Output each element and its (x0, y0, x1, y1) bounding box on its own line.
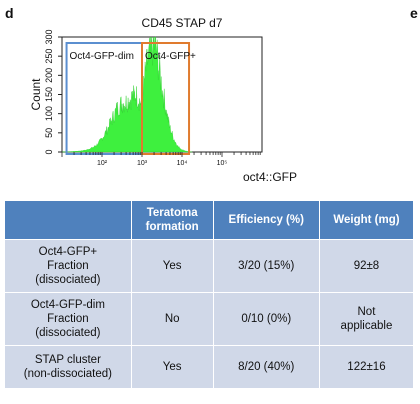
histogram-area (62, 36, 193, 153)
header-blank (4, 200, 132, 240)
y-tick-label: 200 (44, 68, 54, 83)
cell-text: Yes (162, 260, 182, 272)
cell-teratoma: Yes (130, 345, 214, 389)
cell-weight: Not applicable (318, 292, 415, 346)
y-tick-label: 300 (44, 29, 54, 44)
cell-text: applicable (340, 320, 393, 332)
y-tick-label: 0 (44, 149, 54, 154)
cell-weight: 92±8 (318, 239, 415, 293)
y-tick-label: 50 (44, 128, 54, 138)
cell-efficiency: 8/20 (40%) (212, 345, 320, 389)
y-axis-label: Count (29, 78, 43, 111)
teratoma-results-table: Teratoma formation Efficiency (%) Weight… (4, 200, 415, 389)
chart-title: CD45 STAP d7 (142, 16, 223, 30)
cell-text: 3/20 (15%) (238, 260, 295, 272)
header-efficiency: Efficiency (%) (212, 200, 320, 240)
cell-efficiency: 0/10 (0%) (212, 292, 320, 346)
x-tick-label: 10² (97, 160, 108, 167)
cell-text: Yes (162, 361, 182, 373)
table-row: STAP cluster (non-dissociated) Yes 8/20 (40… (4, 345, 415, 389)
gate-box-1 (141, 42, 191, 155)
cell-text: 0/10 (0%) (241, 313, 292, 325)
cell-text: Oct4-GFP+ (38, 246, 98, 258)
x-tick-label: 10⁴ (177, 160, 188, 167)
cell-text: Fraction (47, 313, 89, 325)
cell-text: 92±8 (353, 260, 380, 272)
cell-text: Not (357, 306, 376, 318)
cell-teratoma: No (130, 292, 214, 346)
y-tick-label: 150 (44, 87, 54, 102)
cell-text: Oct4-GFP-dim (30, 299, 105, 311)
table-row: Oct4-GFP-dim Fraction (dissociated) No 0/10 … (4, 292, 415, 346)
cell-efficiency: 3/20 (15%) (212, 239, 320, 293)
cell-text: (dissociated) (35, 274, 101, 286)
x-tick-label: 10⁵ (217, 160, 228, 167)
panel-label-e: e (410, 5, 418, 21)
header-weight: Weight (mg) (318, 200, 415, 240)
cell-text: Fraction (47, 260, 89, 272)
x-tick-label: 10³ (137, 160, 148, 167)
x-axis-label: oct4::GFP (243, 170, 297, 184)
panel-label-d: d (5, 5, 14, 21)
y-tick-label: 100 (44, 106, 54, 121)
table-row: Oct4-GFP+ Fraction (dissociated) Yes 3/20 (1… (4, 239, 415, 293)
table-header-row: Teratoma formation Efficiency (%) Weight… (4, 200, 415, 240)
header-teratoma-formation: Teratoma formation (130, 200, 214, 240)
cell-text: No (164, 313, 180, 325)
gate-label-1: Oct4-GFP+ (145, 51, 196, 62)
gate-label-0: Oct4-GFP-dim (70, 51, 134, 62)
cell-teratoma: Yes (130, 239, 214, 293)
cell-text: (non-dissociated) (23, 368, 112, 380)
cell-sample: STAP cluster (non-dissociated) (4, 345, 132, 389)
cell-text: STAP cluster (34, 354, 101, 366)
y-tick-label: 250 (44, 49, 54, 64)
cell-sample: Oct4-GFP+ Fraction (dissociated) (4, 239, 132, 293)
cell-text: (dissociated) (35, 327, 101, 339)
flow-histogram: Oct4-GFP-dim Oct4-GFP+ 0 50 100 150 200 250 300 1… (29, 16, 297, 184)
cell-sample: Oct4-GFP-dim Fraction (dissociated) (4, 292, 132, 346)
cell-weight: 122±16 (318, 345, 415, 389)
cell-text: 8/20 (40%) (238, 361, 295, 373)
cell-text: 122±16 (347, 361, 386, 373)
